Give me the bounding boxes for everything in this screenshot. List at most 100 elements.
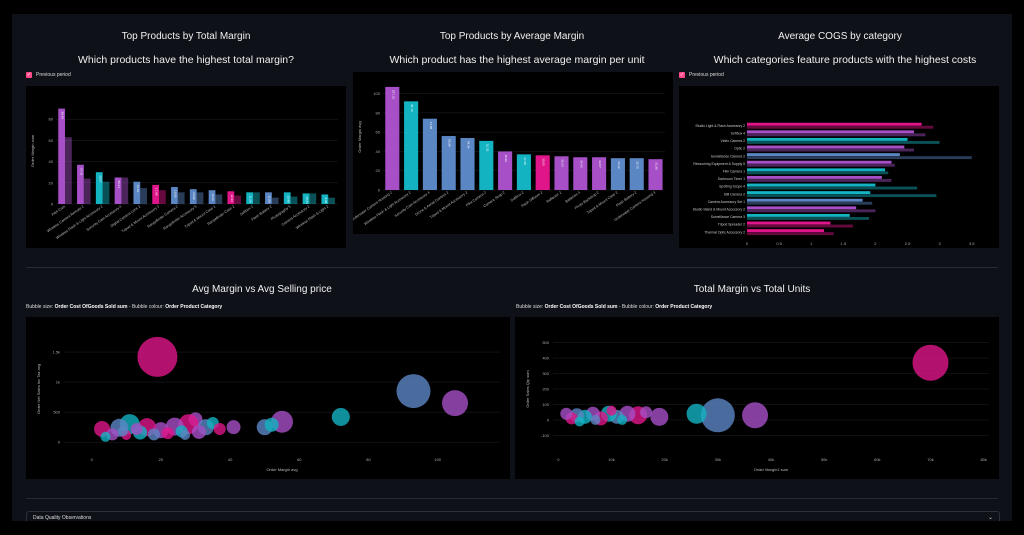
bar-data-label: 9.26 <box>324 197 328 203</box>
bar-data-label: 37.28 <box>523 157 527 165</box>
total-margin-subtitle: Which products have the highest total ma… <box>78 54 294 66</box>
y-tick-label: Film Camera 1 <box>723 170 745 174</box>
x-axis-label: Order Margin1 sum <box>754 467 789 472</box>
y-tick-label: 100 <box>373 91 380 96</box>
bar-current <box>265 192 272 204</box>
avg-margin-title: Top Products by Average Margin <box>439 31 585 42</box>
chevron-down-icon: ⌄ <box>987 515 993 521</box>
bar-current <box>152 184 160 204</box>
x-tick-label: Tripod & Mount Accessory 2 <box>429 191 468 220</box>
cogs-title: Average COGS by category <box>778 31 902 42</box>
bar-current <box>747 229 825 233</box>
x-tick-label: Reflector 2 <box>546 191 563 204</box>
bar-previous <box>140 188 147 204</box>
bar-previous <box>747 232 834 236</box>
bubble <box>700 398 735 433</box>
y-tick-label: Spotting Scope 4 <box>719 185 745 189</box>
bar-data-label: 13.33 <box>211 193 215 201</box>
bar-current <box>747 175 882 179</box>
y-tick-label: Darkroom Timer 1 <box>718 177 745 181</box>
bar-current <box>58 108 66 204</box>
bar <box>441 136 456 190</box>
previous-period-checkbox-1[interactable]: ✓ Previous period <box>26 72 71 78</box>
bar-previous <box>747 171 889 175</box>
bar <box>535 155 550 190</box>
y-tick-label: Camera Accessory Set 1 <box>708 200 745 204</box>
x-tick-label: Softbox 2 <box>239 205 254 217</box>
bubble <box>226 420 241 435</box>
x-tick-label: 20 <box>159 457 164 462</box>
y-tick-label: 0 <box>51 202 54 207</box>
y-tick-label: -100 <box>541 433 550 438</box>
y-axis-label: Order Margin avg <box>357 121 362 152</box>
y-tick-label: 20 <box>49 180 54 185</box>
y-tick-label: 0 <box>378 188 381 193</box>
y-tick-label: Video Camera 2 <box>721 139 746 143</box>
bar <box>479 140 494 190</box>
y-tick-label: 200 <box>542 387 549 392</box>
bar-previous <box>121 177 129 204</box>
y-tick-label: 300 <box>542 371 549 376</box>
bar-previous <box>747 163 895 167</box>
checkbox-label: Previous period <box>36 72 71 78</box>
bar-previous <box>271 197 279 204</box>
bar-previous <box>83 178 91 204</box>
bubble <box>650 407 669 426</box>
bubble <box>590 414 601 425</box>
bar-data-label: 21.53 <box>136 185 140 193</box>
y-tick-label: 80 <box>376 110 381 115</box>
y-tick-label: 60 <box>49 138 54 143</box>
bar-previous <box>747 201 873 205</box>
y-tick-label: Studio Stand & Mount Accessory 2 <box>693 208 745 212</box>
bar <box>554 156 569 190</box>
y-tick-label: 60 <box>376 130 381 135</box>
y-tick-label: 80 <box>49 117 54 122</box>
x-tick-label: 3.5 <box>969 241 975 246</box>
bar <box>573 157 588 190</box>
x-tick-label: 0 <box>557 457 560 462</box>
bar-previous <box>747 186 918 190</box>
dashboard: Top Products by Total Margin Which produ… <box>12 14 1012 521</box>
bar-data-label: 73.58 <box>429 122 433 130</box>
x-tick-label: Flash Battery 2 <box>251 205 273 222</box>
bar-current <box>747 153 900 157</box>
bar-data-label: 11.28 <box>249 195 253 203</box>
bar-current <box>227 191 235 204</box>
data-quality-expander[interactable]: Data Quality Observations ⌄ <box>26 511 1000 521</box>
section-divider <box>26 267 998 268</box>
y-tick-label: 500 <box>53 410 60 415</box>
y-tick-label: 40 <box>49 159 54 164</box>
bar-data-label: 91.72 <box>410 104 414 112</box>
y-tick-label: Studio Light & Flash Accessory 2 <box>695 124 745 128</box>
bubble <box>560 407 573 420</box>
y-tick-label: 0 <box>547 417 550 422</box>
x-tick-label: Security Cam Accessory 4 <box>394 191 431 218</box>
bar-current <box>747 137 908 141</box>
bar-current <box>747 206 857 210</box>
x-tick-label: 1 <box>810 241 813 246</box>
bar-data-label: 14.02 <box>192 192 196 200</box>
y-tick-label: Surveillance Camera 2 <box>711 154 745 158</box>
x-tick-label: 30k <box>715 457 721 462</box>
previous-period-checkbox-2[interactable]: ✓ Previous period <box>679 72 724 78</box>
bar <box>610 158 625 190</box>
bar-previous <box>253 192 260 204</box>
y-tick-label: 100 <box>542 402 549 407</box>
bar-data-label: 34.43 <box>579 160 583 168</box>
bar-current <box>747 183 876 187</box>
bar-previous <box>747 224 853 228</box>
bar-current <box>189 189 197 204</box>
bar <box>516 154 531 190</box>
total-vs-units-title: Total Margin vs Total Units <box>693 284 811 295</box>
x-tick-label: Wireless Flash & Light 2 <box>295 205 329 231</box>
bar <box>422 118 437 190</box>
bubble <box>640 406 653 419</box>
total-vs-units-caption: Bubble size: Order Cost OfGoods Sold sum… <box>516 304 713 310</box>
y-axis-label: Order Margin sum <box>30 134 35 167</box>
bar-current <box>747 145 905 149</box>
bar-data-label: 35.83 <box>542 158 546 166</box>
x-tick-label: 50k <box>821 457 827 462</box>
bubble <box>161 427 174 440</box>
bar-current <box>171 187 178 204</box>
bar-current <box>208 190 216 204</box>
